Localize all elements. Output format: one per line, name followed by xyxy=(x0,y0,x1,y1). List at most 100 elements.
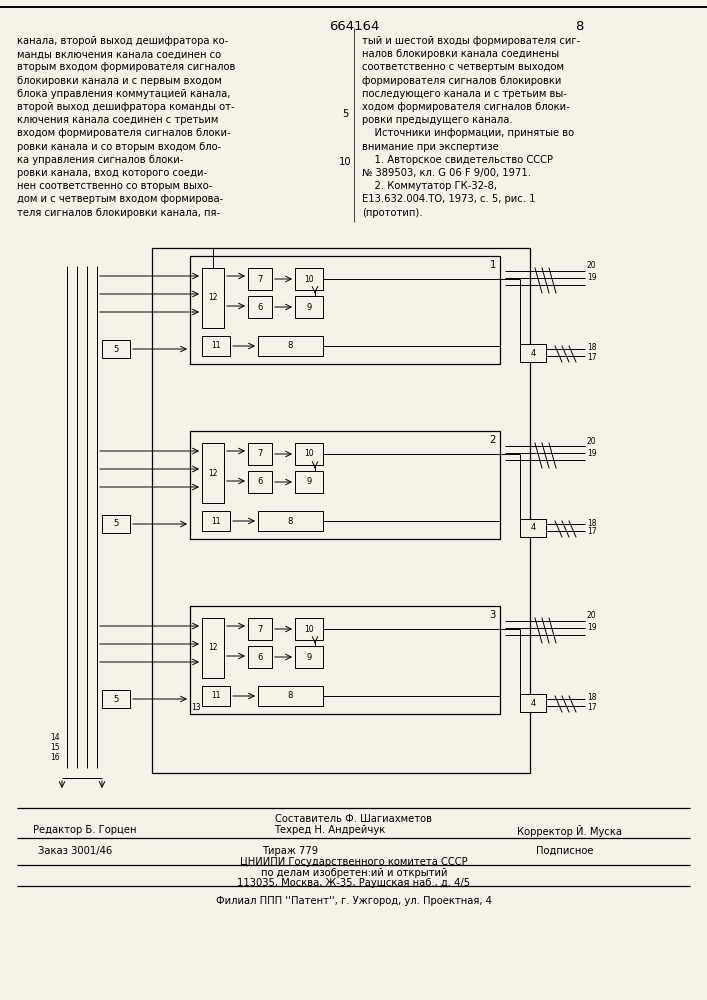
Text: второй выход дешифратора команды от-: второй выход дешифратора команды от- xyxy=(17,102,235,112)
Text: Тираж 779: Тираж 779 xyxy=(262,846,318,856)
Text: Редактор Б. Горцен: Редактор Б. Горцен xyxy=(33,825,136,835)
Text: последующего канала и с третьим вы-: последующего канала и с третьим вы- xyxy=(362,89,567,99)
Text: тый и шестой входы формирователя сиг-: тый и шестой входы формирователя сиг- xyxy=(362,36,580,46)
Text: соответственно с четвертым выходом: соответственно с четвертым выходом xyxy=(362,62,564,72)
Bar xyxy=(520,694,546,712)
Text: Филиал ППП ''Патент'', г. Ужгород, ул. Проектная, 4: Филиал ППП ''Патент'', г. Ужгород, ул. П… xyxy=(216,896,492,906)
Text: 664164: 664164 xyxy=(329,20,379,33)
Text: 1. Авторское свидетельство СССР: 1. Авторское свидетельство СССР xyxy=(362,155,553,165)
Bar xyxy=(295,471,323,493)
Text: Корректор Й. Муска: Корректор Й. Муска xyxy=(518,825,622,837)
Text: манды включения канала соединен со: манды включения канала соединен со xyxy=(17,49,221,59)
Bar xyxy=(520,519,546,537)
Text: 6: 6 xyxy=(257,302,263,312)
Text: 10: 10 xyxy=(304,274,314,284)
Text: 20: 20 xyxy=(587,611,597,620)
Text: формирователя сигналов блокировки: формирователя сигналов блокировки xyxy=(362,76,561,86)
Bar xyxy=(295,646,323,668)
Text: 18: 18 xyxy=(587,694,597,702)
Bar xyxy=(190,431,500,539)
Bar xyxy=(202,511,230,531)
Bar xyxy=(295,443,323,465)
Text: 5: 5 xyxy=(113,694,119,704)
Text: входом формирователя сигналов блоки-: входом формирователя сигналов блоки- xyxy=(17,128,230,138)
Text: 9: 9 xyxy=(306,302,312,312)
Text: (прототип).: (прототип). xyxy=(362,208,423,218)
Text: 2: 2 xyxy=(490,435,496,445)
Bar xyxy=(248,646,272,668)
Bar xyxy=(258,686,323,706)
Bar xyxy=(202,686,230,706)
Bar xyxy=(248,618,272,640)
Text: 14: 14 xyxy=(50,734,60,742)
Text: блокировки канала и с первым входом: блокировки канала и с первым входом xyxy=(17,76,222,86)
Text: 8: 8 xyxy=(288,692,293,700)
Bar xyxy=(152,248,530,773)
Text: 12: 12 xyxy=(209,468,218,478)
Bar xyxy=(190,256,500,364)
Bar xyxy=(258,511,323,531)
Text: дом и с четвертым входом формирова-: дом и с четвертым входом формирова- xyxy=(17,194,223,204)
Bar xyxy=(295,618,323,640)
Text: по делам изобретен:ий и открытий: по делам изобретен:ий и открытий xyxy=(261,868,448,878)
Text: 11: 11 xyxy=(211,692,221,700)
Text: 5: 5 xyxy=(113,520,119,528)
Text: 16: 16 xyxy=(50,754,60,762)
Text: 5: 5 xyxy=(113,344,119,354)
Text: нен соответственно со вторым выхо-: нен соответственно со вторым выхо- xyxy=(17,181,212,191)
Bar xyxy=(102,690,130,708)
Text: 19: 19 xyxy=(587,624,597,633)
Text: Подписное: Подписное xyxy=(536,846,594,856)
Bar xyxy=(248,443,272,465)
Text: 19: 19 xyxy=(587,273,597,282)
Text: ходом формирователя сигналов блоки-: ходом формирователя сигналов блоки- xyxy=(362,102,570,112)
Text: 9: 9 xyxy=(306,478,312,487)
Text: 15: 15 xyxy=(50,744,60,752)
Bar xyxy=(102,515,130,533)
Text: Составитель Ф. Шагиахметов: Составитель Ф. Шагиахметов xyxy=(276,814,433,824)
Text: внимание при экспертизе: внимание при экспертизе xyxy=(362,142,498,152)
Bar xyxy=(248,268,272,290)
Text: Источники информации, принятые во: Источники информации, принятые во xyxy=(362,128,574,138)
Text: ровки канала и со вторым входом бло-: ровки канала и со вторым входом бло- xyxy=(17,142,221,152)
Text: 17: 17 xyxy=(587,702,597,712)
Text: E13.632.004.ТО, 1973, с. 5, рис. 1: E13.632.004.ТО, 1973, с. 5, рис. 1 xyxy=(362,194,535,204)
Text: 19: 19 xyxy=(587,448,597,458)
Text: Техред Н. Андрейчук: Техред Н. Андрейчук xyxy=(274,825,385,835)
Text: 8: 8 xyxy=(288,342,293,351)
Text: 5: 5 xyxy=(341,109,348,119)
Text: 13: 13 xyxy=(191,704,201,712)
Bar xyxy=(520,344,546,362)
Text: 20: 20 xyxy=(587,261,597,270)
Text: Заказ 3001/46: Заказ 3001/46 xyxy=(38,846,112,856)
Text: 6: 6 xyxy=(257,652,263,662)
Text: теля сигналов блокировки канала, пя-: теля сигналов блокировки канала, пя- xyxy=(17,208,220,218)
Text: 12: 12 xyxy=(209,294,218,302)
Text: ЦНИИПИ Государственного комитета СССР: ЦНИИПИ Государственного комитета СССР xyxy=(240,857,468,867)
Bar xyxy=(248,296,272,318)
Text: 17: 17 xyxy=(587,528,597,536)
Bar xyxy=(248,471,272,493)
Bar xyxy=(258,336,323,356)
Text: вторым входом формирователя сигналов: вторым входом формирователя сигналов xyxy=(17,62,235,72)
Bar xyxy=(295,268,323,290)
Text: 4: 4 xyxy=(530,524,536,532)
Text: 12: 12 xyxy=(209,644,218,652)
Bar xyxy=(202,618,224,678)
Text: 7: 7 xyxy=(257,274,263,284)
Text: ровки предыдущего канала.: ровки предыдущего канала. xyxy=(362,115,513,125)
Text: 18: 18 xyxy=(587,344,597,353)
Text: 6: 6 xyxy=(257,478,263,487)
Text: 8: 8 xyxy=(575,20,583,33)
Text: 113035, Москва, Ж-35, Раушская наб., д. 4/5: 113035, Москва, Ж-35, Раушская наб., д. … xyxy=(238,878,471,888)
Text: 3: 3 xyxy=(490,610,496,620)
Text: № 389503, кл. G 06 F 9/00, 1971.: № 389503, кл. G 06 F 9/00, 1971. xyxy=(362,168,531,178)
Text: канала, второй выход дешифратора ко-: канала, второй выход дешифратора ко- xyxy=(17,36,228,46)
Text: 2. Коммутатор ГК-32-8,: 2. Коммутатор ГК-32-8, xyxy=(362,181,497,191)
Text: 11: 11 xyxy=(211,516,221,526)
Text: 9: 9 xyxy=(306,652,312,662)
Text: ключения канала соединен с третьим: ключения канала соединен с третьим xyxy=(17,115,218,125)
Text: налов блокировки канала соединены: налов блокировки канала соединены xyxy=(362,49,559,59)
Bar xyxy=(202,336,230,356)
Bar xyxy=(202,268,224,328)
